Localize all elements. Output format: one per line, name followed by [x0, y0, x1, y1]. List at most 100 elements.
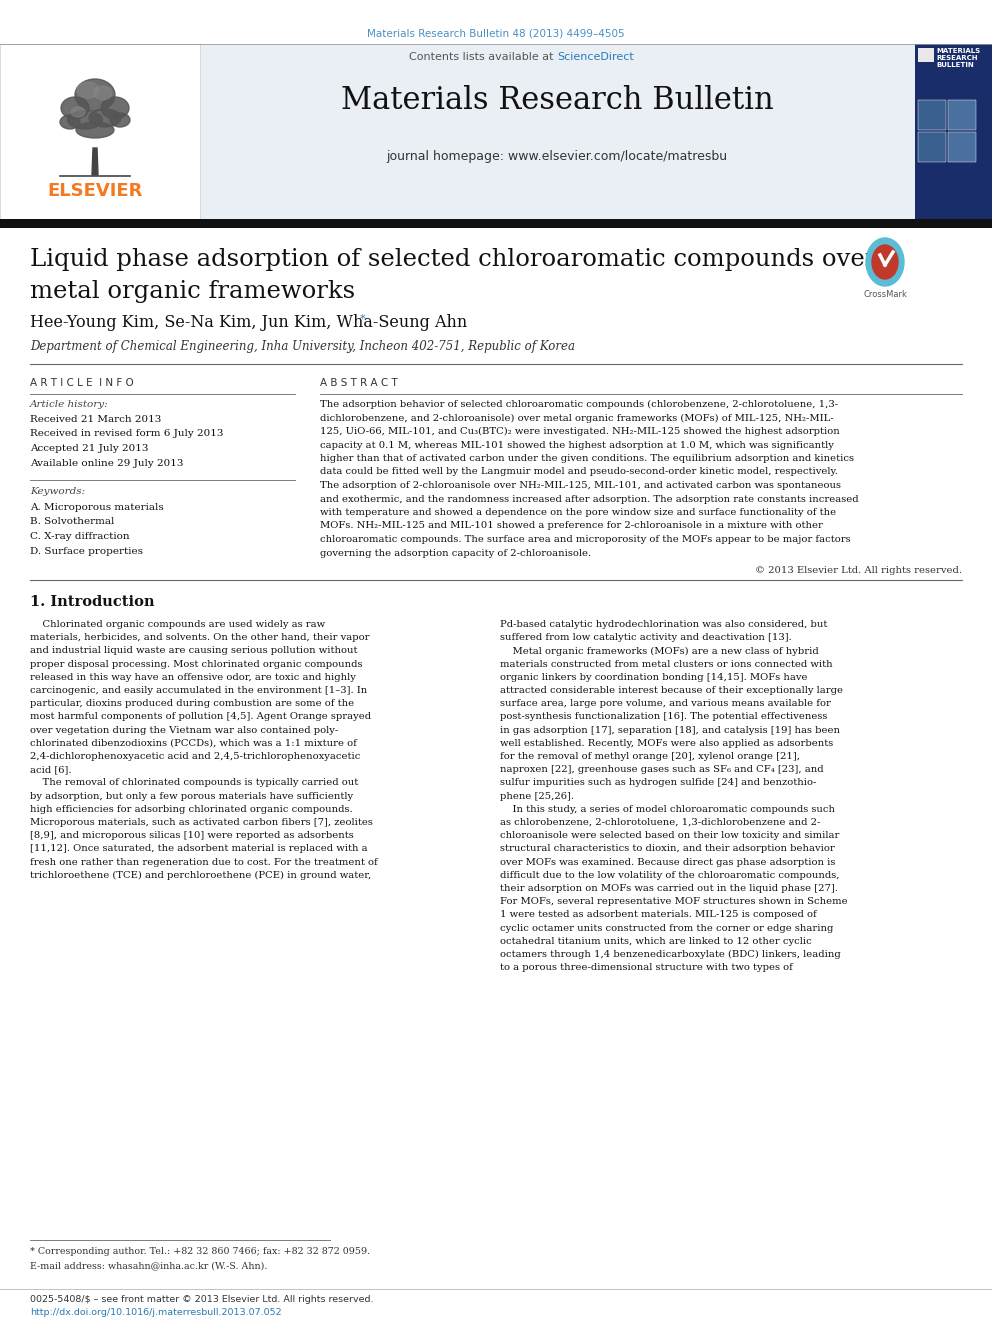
Text: structural characteristics to dioxin, and their adsorption behavior: structural characteristics to dioxin, an…	[500, 844, 834, 853]
Text: A. Microporous materials: A. Microporous materials	[30, 503, 164, 512]
Text: Department of Chemical Engineering, Inha University, Incheon 402-751, Republic o: Department of Chemical Engineering, Inha…	[30, 340, 575, 353]
Text: © 2013 Elsevier Ltd. All rights reserved.: © 2013 Elsevier Ltd. All rights reserved…	[755, 566, 962, 576]
Text: 1. Introduction: 1. Introduction	[30, 595, 155, 609]
Text: over vegetation during the Vietnam war also contained poly-: over vegetation during the Vietnam war a…	[30, 725, 338, 734]
Text: ELSEVIER: ELSEVIER	[48, 183, 143, 200]
FancyBboxPatch shape	[918, 101, 946, 130]
Text: The adsorption of 2-chloroanisole over NH₂-MIL-125, MIL-101, and activated carbo: The adsorption of 2-chloroanisole over N…	[320, 482, 841, 490]
Text: * Corresponding author. Tel.: +82 32 860 7466; fax: +82 32 872 0959.: * Corresponding author. Tel.: +82 32 860…	[30, 1248, 370, 1256]
FancyBboxPatch shape	[948, 132, 976, 161]
FancyBboxPatch shape	[200, 44, 915, 220]
Text: as chlorobenzene, 2-chlorotoluene, 1,3-dichlorobenzene and 2-: as chlorobenzene, 2-chlorotoluene, 1,3-d…	[500, 818, 820, 827]
Text: capacity at 0.1 M, whereas MIL-101 showed the highest adsorption at 1.0 M, which: capacity at 0.1 M, whereas MIL-101 showe…	[320, 441, 834, 450]
Text: higher than that of activated carbon under the given conditions. The equilibrium: higher than that of activated carbon und…	[320, 454, 854, 463]
Text: by adsorption, but only a few porous materials have sufficiently: by adsorption, but only a few porous mat…	[30, 791, 353, 800]
Ellipse shape	[77, 82, 99, 98]
Text: Hee-Young Kim, Se-Na Kim, Jun Kim, Wha-Seung Ahn: Hee-Young Kim, Se-Na Kim, Jun Kim, Wha-S…	[30, 314, 467, 331]
FancyBboxPatch shape	[948, 101, 976, 130]
Text: proper disposal processing. Most chlorinated organic compounds: proper disposal processing. Most chlorin…	[30, 660, 362, 668]
Text: chloroaromatic compounds. The surface area and microporosity of the MOFs appear : chloroaromatic compounds. The surface ar…	[320, 534, 850, 544]
Text: http://dx.doi.org/10.1016/j.materresbull.2013.07.052: http://dx.doi.org/10.1016/j.materresbull…	[30, 1308, 282, 1316]
Text: journal homepage: www.elsevier.com/locate/matresbu: journal homepage: www.elsevier.com/locat…	[387, 149, 727, 163]
Text: over MOFs was examined. Because direct gas phase adsorption is: over MOFs was examined. Because direct g…	[500, 857, 835, 867]
Text: data could be fitted well by the Langmuir model and pseudo-second-order kinetic : data could be fitted well by the Langmui…	[320, 467, 838, 476]
Ellipse shape	[75, 79, 115, 111]
Text: 0025-5408/$ – see front matter © 2013 Elsevier Ltd. All rights reserved.: 0025-5408/$ – see front matter © 2013 El…	[30, 1295, 374, 1304]
Text: Available online 29 July 2013: Available online 29 July 2013	[30, 459, 184, 467]
Text: trichloroethene (TCE) and perchloroethene (PCE) in ground water,: trichloroethene (TCE) and perchloroethen…	[30, 871, 371, 880]
Text: materials, herbicides, and solvents. On the other hand, their vapor: materials, herbicides, and solvents. On …	[30, 634, 369, 642]
FancyBboxPatch shape	[918, 48, 934, 62]
Ellipse shape	[872, 245, 898, 279]
Text: difficult due to the low volatility of the chloroaromatic compounds,: difficult due to the low volatility of t…	[500, 871, 839, 880]
Text: *: *	[360, 314, 366, 324]
Text: Article history:: Article history:	[30, 400, 109, 409]
Text: Microporous materials, such as activated carbon fibers [7], zeolites: Microporous materials, such as activated…	[30, 818, 373, 827]
FancyBboxPatch shape	[0, 220, 992, 228]
Text: acid [6].: acid [6].	[30, 765, 71, 774]
Ellipse shape	[76, 122, 114, 138]
FancyBboxPatch shape	[918, 132, 946, 161]
Text: and exothermic, and the randomness increased after adsorption. The adsorption ra: and exothermic, and the randomness incre…	[320, 495, 859, 504]
Ellipse shape	[60, 115, 80, 130]
Ellipse shape	[71, 107, 85, 116]
Text: phene [25,26].: phene [25,26].	[500, 791, 574, 800]
Text: MOFs. NH₂-MIL-125 and MIL-101 showed a preference for 2-chloroanisole in a mixtu: MOFs. NH₂-MIL-125 and MIL-101 showed a p…	[320, 521, 823, 531]
Ellipse shape	[866, 238, 904, 286]
Text: particular, dioxins produced during combustion are some of the: particular, dioxins produced during comb…	[30, 699, 354, 708]
Text: in gas adsorption [17], separation [18], and catalysis [19] has been: in gas adsorption [17], separation [18],…	[500, 725, 840, 734]
Ellipse shape	[89, 108, 121, 127]
Text: metal organic frameworks: metal organic frameworks	[30, 280, 355, 303]
Text: for the removal of methyl orange [20], xylenol orange [21],: for the removal of methyl orange [20], x…	[500, 751, 800, 761]
Text: dichlorobenzene, and 2-chloroanisole) over metal organic frameworks (MOFs) of MI: dichlorobenzene, and 2-chloroanisole) ov…	[320, 414, 833, 422]
Ellipse shape	[101, 97, 129, 119]
Text: A R T I C L E  I N F O: A R T I C L E I N F O	[30, 378, 134, 388]
Ellipse shape	[94, 86, 112, 101]
Text: Received in revised form 6 July 2013: Received in revised form 6 July 2013	[30, 430, 223, 438]
Text: D. Surface properties: D. Surface properties	[30, 546, 143, 556]
Text: Pd-based catalytic hydrodechlorination was also considered, but: Pd-based catalytic hydrodechlorination w…	[500, 620, 827, 628]
Text: materials constructed from metal clusters or ions connected with: materials constructed from metal cluster…	[500, 660, 832, 668]
Text: C. X-ray diffraction: C. X-ray diffraction	[30, 532, 130, 541]
Text: carcinogenic, and easily accumulated in the environment [1–3]. In: carcinogenic, and easily accumulated in …	[30, 687, 367, 695]
Ellipse shape	[110, 112, 130, 127]
Text: and industrial liquid waste are causing serious pollution without: and industrial liquid waste are causing …	[30, 647, 357, 655]
Text: governing the adsorption capacity of 2-chloroanisole.: governing the adsorption capacity of 2-c…	[320, 549, 591, 557]
Text: The removal of chlorinated compounds is typically carried out: The removal of chlorinated compounds is …	[30, 778, 358, 787]
FancyBboxPatch shape	[0, 44, 200, 220]
Text: [11,12]. Once saturated, the adsorbent material is replaced with a: [11,12]. Once saturated, the adsorbent m…	[30, 844, 368, 853]
Text: For MOFs, several representative MOF structures shown in Scheme: For MOFs, several representative MOF str…	[500, 897, 847, 906]
Text: high efficiencies for adsorbing chlorinated organic compounds.: high efficiencies for adsorbing chlorina…	[30, 804, 352, 814]
Text: In this study, a series of model chloroaromatic compounds such: In this study, a series of model chloroa…	[500, 804, 835, 814]
Text: 2,4-dichlorophenoxyacetic acid and 2,4,5-trichlorophenoxyacetic: 2,4-dichlorophenoxyacetic acid and 2,4,5…	[30, 751, 360, 761]
Text: fresh one rather than regeneration due to cost. For the treatment of: fresh one rather than regeneration due t…	[30, 857, 378, 867]
Text: surface area, large pore volume, and various means available for: surface area, large pore volume, and var…	[500, 699, 831, 708]
Text: organic linkers by coordination bonding [14,15]. MOFs have: organic linkers by coordination bonding …	[500, 673, 807, 681]
Text: Contents lists available at: Contents lists available at	[409, 52, 557, 62]
Polygon shape	[92, 148, 98, 175]
Text: cyclic octamer units constructed from the corner or edge sharing: cyclic octamer units constructed from th…	[500, 923, 833, 933]
Text: Metal organic frameworks (MOFs) are a new class of hybrid: Metal organic frameworks (MOFs) are a ne…	[500, 647, 818, 655]
Text: Chlorinated organic compounds are used widely as raw: Chlorinated organic compounds are used w…	[30, 620, 325, 628]
Text: post-synthesis functionalization [16]. The potential effectiveness: post-synthesis functionalization [16]. T…	[500, 712, 827, 721]
Text: attracted considerable interest because of their exceptionally large: attracted considerable interest because …	[500, 687, 843, 695]
Text: Keywords:: Keywords:	[30, 487, 85, 496]
Text: B. Solvothermal: B. Solvothermal	[30, 517, 114, 527]
Text: chlorinated dibenzodioxins (PCCDs), which was a 1:1 mixture of: chlorinated dibenzodioxins (PCCDs), whic…	[30, 738, 357, 747]
Ellipse shape	[67, 111, 102, 130]
Text: 1 were tested as adsorbent materials. MIL-125 is composed of: 1 were tested as adsorbent materials. MI…	[500, 910, 816, 919]
Text: suffered from low catalytic activity and deactivation [13].: suffered from low catalytic activity and…	[500, 634, 792, 642]
Text: ScienceDirect: ScienceDirect	[557, 52, 634, 62]
Text: released in this way have an offensive odor, are toxic and highly: released in this way have an offensive o…	[30, 673, 356, 681]
Text: Accepted 21 July 2013: Accepted 21 July 2013	[30, 445, 149, 452]
Text: Received 21 March 2013: Received 21 March 2013	[30, 415, 162, 423]
Text: MATERIALS
RESEARCH
BULLETIN: MATERIALS RESEARCH BULLETIN	[936, 48, 980, 67]
Text: Materials Research Bulletin: Materials Research Bulletin	[340, 85, 774, 116]
Text: 125, UiO-66, MIL-101, and Cu₃(BTC)₂ were investigated. NH₂-MIL-125 showed the hi: 125, UiO-66, MIL-101, and Cu₃(BTC)₂ were…	[320, 427, 840, 437]
Ellipse shape	[61, 97, 89, 119]
Text: chloroanisole were selected based on their low toxicity and similar: chloroanisole were selected based on the…	[500, 831, 839, 840]
Text: octahedral titanium units, which are linked to 12 other cyclic: octahedral titanium units, which are lin…	[500, 937, 811, 946]
Text: A B S T R A C T: A B S T R A C T	[320, 378, 398, 388]
Text: [8,9], and microporous silicas [10] were reported as adsorbents: [8,9], and microporous silicas [10] were…	[30, 831, 354, 840]
Text: Materials Research Bulletin 48 (2013) 4499–4505: Materials Research Bulletin 48 (2013) 44…	[367, 28, 625, 38]
